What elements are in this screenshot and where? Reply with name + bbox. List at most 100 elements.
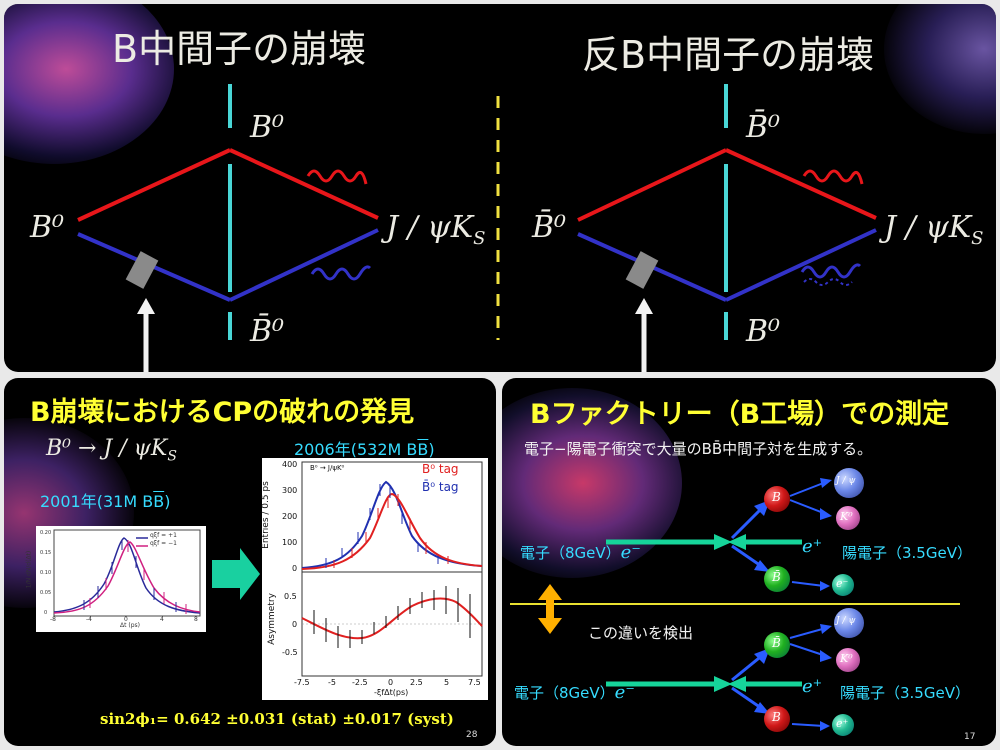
bbar-meson-ball-label: B̄ (772, 636, 781, 650)
xtick: 2.5 (410, 678, 423, 687)
upper-meson-right: B̄⁰ (746, 110, 781, 145)
bottom-left-panel: B崩壊におけるCPの破れの発見 B⁰ → J / ψKS 2001年(31M B… (4, 378, 496, 746)
upper-path-left-a (77, 148, 231, 222)
upper-ylabel: Entries / 0.5 ps (260, 481, 271, 549)
jpsi-ball-lower: J / ψ (834, 608, 864, 638)
upper-ytick: 0 (292, 564, 298, 573)
bfactory-subtitle: 電子−陽電子衝突で大量のBB̄中間子対を生成する。 (524, 440, 873, 458)
plot-2001-xtick: -4 (86, 616, 92, 623)
plot-2001-frame (53, 529, 201, 617)
lower-ytick: 0 (292, 620, 298, 629)
wavy-line-upper-left (306, 169, 368, 185)
green-arrow (212, 548, 260, 600)
electron-label-lower: 電子（8GeV）e⁻ (514, 682, 635, 703)
k0-ball-lower: K⁰ (836, 648, 860, 672)
plot-2006: B⁰ → J/ψK⁰ B⁰ tag B̄⁰ tag Entries / 0.5 … (260, 458, 488, 700)
electron-label-upper: 電子（8GeV）e⁻ (520, 542, 641, 563)
electron-beam-lower-head (714, 676, 732, 692)
lower-ylabel: Asymmetry (266, 593, 277, 645)
plot-2001-ytick: 0.15 (40, 550, 52, 556)
bottom-right-panel: Bファクトリー（B工場）での測定 電子−陽電子衝突で大量のBB̄中間子対を生成す… (502, 378, 996, 746)
positron-beam-upper-head (728, 534, 746, 550)
plot-2001-xtick: 4 (160, 616, 164, 623)
positron-label-upper: 陽電子（3.5GeV） (842, 544, 972, 562)
xtick: 7.5 (468, 678, 481, 687)
upper-path-right-a (577, 148, 727, 222)
xtick: -7.5 (294, 678, 310, 687)
xtick: 5 (444, 678, 450, 687)
decay-diagrams (77, 84, 877, 372)
plot-2001-points-blue (83, 540, 177, 612)
lower-meson-right: B⁰ (746, 314, 781, 349)
decay-formula: B⁰ → J / ψKS (46, 436, 177, 465)
plot-2001-ytick: 0 (44, 610, 48, 616)
xtick: 0 (388, 678, 394, 687)
plot-2001: qξf = +1 qξf = −1 1/N dN/d(Δt) Δt (ps) -… (25, 526, 206, 632)
jpsi-ball-label: J / ψ (836, 616, 856, 626)
cp-violation-box-left (125, 251, 159, 289)
arrow-to-e-upper (791, 581, 825, 587)
plot-2001-points-pink (89, 540, 187, 614)
asymmetry-curve (301, 597, 483, 640)
upper-ytick: 300 (282, 486, 298, 495)
wavy-line-lower-right-dotted (803, 278, 853, 286)
plot-2001-ytick: 0.05 (40, 590, 52, 596)
upper-ytick: 200 (282, 512, 298, 521)
plot-2001-curve-pink (53, 541, 201, 614)
bbar-meson-ball-label: B̄ (772, 570, 781, 584)
upper-meson-left: B⁰ (250, 110, 285, 145)
plot-2001-ytick: 0.10 (40, 570, 52, 576)
lower-ytick: 0.5 (284, 592, 297, 601)
k0-ball-label: K⁰ (840, 510, 853, 523)
upper-plot-frame (301, 461, 483, 573)
difference-label: この違いを検出 (588, 624, 694, 642)
upper-curve-blue (301, 480, 483, 569)
bfactory-title: Bファクトリー（B工場）での測定 (530, 399, 950, 430)
plot-2001-xtick: 8 (194, 616, 198, 623)
wavy-line-lower-right (800, 263, 862, 279)
jpsi-ball-upper: J / ψ (834, 468, 864, 498)
b-meson-ball-label: B (772, 710, 781, 724)
left-title: B中間子の崩壊 (112, 27, 367, 71)
b-meson-ball-lower: B (764, 706, 790, 732)
plot-2001-xlabel: Δt (ps) (120, 622, 140, 629)
arrow-to-b-upper (730, 504, 766, 540)
upper-ytick: 400 (282, 460, 298, 469)
page-number-left: 28 (466, 730, 478, 740)
plot-2006-xlabel: -ξfΔt(ps) (374, 688, 409, 697)
b-meson-ball-upper: B (764, 486, 790, 512)
difference-double-arrow (538, 584, 562, 634)
upper-path-right-b (725, 148, 877, 220)
plot-2001-curve-blue (53, 537, 201, 614)
arrow-to-jpsi-upper (789, 481, 827, 497)
e-ball-label: e⁻ (836, 577, 849, 590)
plot-2001-xtick: 0 (124, 616, 128, 623)
lower-ytick: -0.5 (282, 648, 298, 657)
wavy-line-upper-right (802, 169, 864, 185)
jpsi-ball-label: J / ψ (836, 476, 856, 486)
upper-curve-red (301, 492, 483, 570)
purple-glow-decoration (502, 388, 682, 578)
legend-b0-tag: B⁰ tag (422, 462, 459, 476)
final-state-left: J / ψKS (386, 210, 486, 249)
page-number-right: 17 (964, 732, 976, 742)
lower-path-right-b (725, 228, 877, 302)
upper-points-blue (325, 484, 439, 568)
right-title: 反B中間子の崩壊 (582, 33, 875, 77)
e-ball-label: e⁺ (836, 717, 849, 730)
lower-meson-left: B̄⁰ (250, 314, 285, 349)
electron-beam-upper-head (714, 534, 732, 550)
plot-2001-ytick: 0.20 (40, 530, 52, 536)
upper-ytick: 100 (282, 538, 298, 547)
arrow-to-e-lower (791, 723, 825, 727)
arrow-to-jpsi-lower (789, 627, 827, 639)
legend-b0bar-tag: B̄⁰ tag (422, 480, 459, 494)
label-2001: 2001年(31M BB) (40, 492, 171, 511)
legend-entry-1: qξf = +1 (150, 532, 177, 539)
plot-2001-xtick: -8 (50, 616, 56, 623)
xtick: -5 (328, 678, 336, 687)
cp-violation-box-right (625, 251, 659, 289)
e-plus-ball-lower: e⁺ (832, 714, 854, 736)
pointer-arrow-left-head (137, 298, 155, 314)
initial-meson-right: B̄⁰ (532, 210, 567, 245)
